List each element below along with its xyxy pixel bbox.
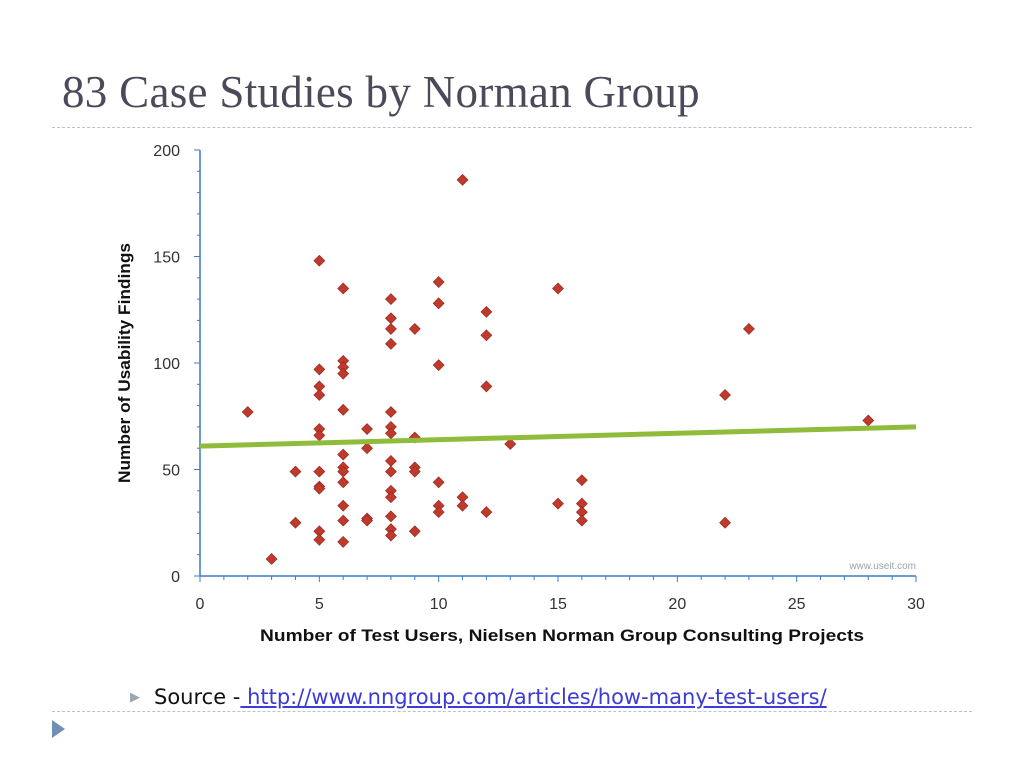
data-point (385, 293, 397, 306)
data-point (337, 367, 350, 380)
data-point (385, 510, 397, 523)
data-point (432, 359, 445, 372)
data-point (337, 476, 350, 489)
data-point (361, 514, 373, 527)
footer-divider (52, 711, 972, 712)
data-point (480, 305, 493, 318)
data-point (313, 429, 326, 442)
y-tick-label: 150 (153, 250, 180, 267)
data-point (480, 329, 493, 342)
data-point (456, 499, 469, 512)
data-point (385, 491, 397, 504)
x-tick-label: 20 (668, 596, 686, 613)
next-slide-arrow-icon[interactable] (52, 720, 65, 738)
data-point (432, 297, 445, 310)
data-point (408, 465, 421, 478)
x-tick-label: 25 (788, 596, 806, 613)
source-line: ▶ Source - http://www.nngroup.com/article… (130, 685, 827, 709)
slide-title: 83 Case Studies by Norman Group (62, 67, 700, 117)
data-point (862, 414, 875, 427)
data-point (361, 423, 373, 435)
data-point (313, 389, 326, 401)
data-point (385, 455, 397, 467)
data-point (241, 406, 254, 418)
data-point (337, 448, 350, 461)
data-point (385, 312, 397, 325)
data-point (337, 535, 350, 548)
data-point (719, 516, 731, 529)
data-point (408, 322, 421, 335)
data-point (719, 389, 731, 401)
x-tick-label: 10 (430, 596, 448, 613)
data-point (385, 337, 397, 350)
x-tick-label: 30 (907, 596, 925, 613)
data-point (743, 322, 755, 335)
trend-line (199, 424, 917, 449)
data-point (361, 442, 373, 455)
y-axis-label: Number of Usability Findings (115, 243, 134, 483)
data-point (385, 529, 397, 542)
data-point (313, 254, 326, 267)
data-point (456, 173, 469, 186)
data-point (385, 406, 397, 418)
data-point (313, 465, 326, 478)
y-tick-label: 200 (153, 143, 180, 160)
x-tick-label: 0 (196, 596, 205, 613)
chart-axes (194, 149, 917, 582)
data-point (575, 514, 588, 527)
data-point (289, 516, 302, 529)
source-link[interactable]: http://www.nngroup.com/articles/how-many… (240, 685, 827, 709)
chart-watermark: www.useit.com (848, 561, 916, 572)
data-point (265, 553, 278, 565)
source-label: Source - (154, 685, 241, 709)
data-point (480, 380, 493, 393)
data-point (385, 322, 397, 335)
data-point (432, 276, 445, 288)
chart-labels: 0 50 100 150 200 0 5 10 15 20 25 30 Number of Test U… (115, 143, 925, 645)
data-point (480, 506, 493, 519)
data-point (385, 465, 397, 478)
title-divider (52, 127, 972, 128)
data-point (504, 438, 517, 450)
data-point (313, 533, 326, 546)
data-point (313, 482, 326, 495)
x-tick-label: 5 (315, 596, 324, 613)
data-point (313, 363, 326, 376)
data-point (337, 499, 350, 512)
bullet-icon: ▶ (130, 690, 140, 705)
y-tick-label: 0 (171, 569, 180, 586)
data-point (575, 474, 588, 487)
y-tick-label: 100 (153, 356, 180, 373)
data-point (289, 465, 302, 478)
y-tick-label: 50 (162, 463, 180, 480)
data-point (432, 476, 445, 489)
chart-points (199, 173, 917, 565)
data-point (552, 497, 564, 510)
data-point (432, 506, 445, 519)
data-point (337, 403, 350, 416)
data-point (408, 525, 421, 538)
data-point (337, 514, 350, 527)
data-point (385, 427, 397, 440)
x-axis-label: Number of Test Users, Nielsen Norman Gro… (260, 626, 864, 645)
data-point (337, 282, 350, 295)
data-point (552, 282, 564, 295)
x-tick-label: 15 (549, 596, 567, 613)
